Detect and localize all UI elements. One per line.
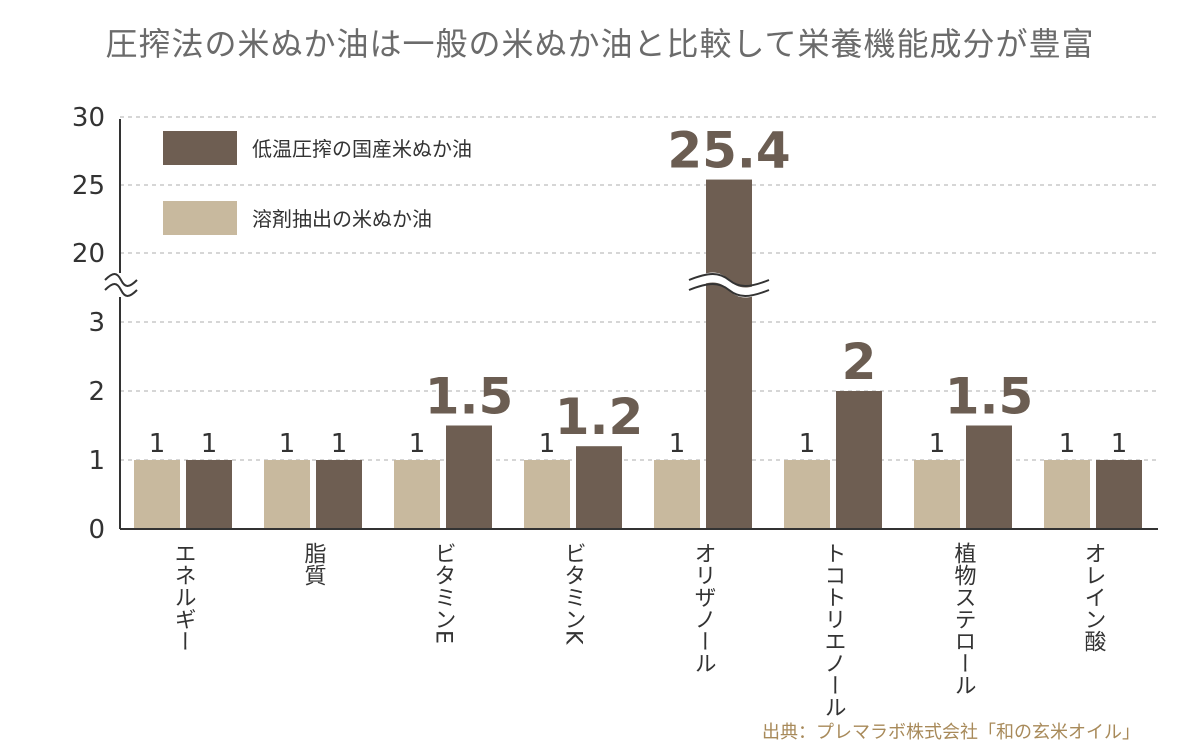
legend-swatch-solvent (163, 201, 237, 235)
source-note: 出典：プレマラボ株式会社「和の玄米オイル」 (762, 722, 1140, 743)
data-label-pressed: 1.5 (425, 368, 514, 426)
bar-pressed (706, 179, 752, 529)
data-label-solvent: 1 (279, 429, 296, 459)
bar-solvent (1044, 460, 1090, 529)
bar-solvent (134, 460, 180, 529)
category-label: ビタミンE (431, 542, 456, 644)
legend-label-pressed: 低温圧搾の国産米ぬか油 (252, 137, 472, 161)
bar-break-wave (688, 283, 770, 297)
data-label-solvent: 1 (149, 429, 166, 459)
data-label-solvent: 1 (929, 429, 946, 459)
bars (134, 179, 1142, 529)
category-label: 脂質 (301, 542, 327, 586)
y-tick-label: 2 (88, 377, 105, 407)
y-tick-label: 20 (72, 239, 105, 269)
data-label-pressed: 1.5 (945, 368, 1034, 426)
data-label-pressed: 1 (331, 429, 348, 459)
bar-solvent (654, 460, 700, 529)
bar-pressed (836, 391, 882, 529)
axes (119, 119, 1158, 530)
bar-pressed (316, 460, 362, 529)
data-label-pressed: 1.2 (555, 388, 644, 446)
chart-title: 圧搾法の米ぬか油は一般の米ぬか油と比較して栄養機能成分が豊富 (105, 25, 1094, 63)
data-label-solvent: 1 (799, 429, 816, 459)
category-label: オリザノール (691, 542, 716, 674)
axis-break-mask (104, 275, 138, 295)
legend-swatch-pressed (163, 131, 237, 165)
y-tick-label: 0 (88, 515, 105, 545)
y-tick-label: 25 (72, 171, 105, 201)
data-label-solvent: 1 (409, 429, 426, 459)
data-label-pressed: 1 (1111, 429, 1128, 459)
legend-label-solvent: 溶剤抽出の米ぬか油 (252, 207, 432, 231)
bar-pressed (966, 425, 1012, 529)
bar-pressed (1096, 460, 1142, 529)
axis-break-wave (104, 283, 138, 297)
bar-pressed (446, 425, 492, 529)
category-label: 植物ステロール (951, 542, 977, 696)
category-label: ビタミンK (561, 542, 586, 645)
bar-solvent (914, 460, 960, 529)
data-label-pressed: 25.4 (667, 122, 790, 180)
bar-solvent (784, 460, 830, 529)
bar-solvent (394, 460, 440, 529)
category-label: トコトリエノール (821, 542, 846, 718)
bar-pressed (186, 460, 232, 529)
category-labels: エネルギー 脂質 ビタミンE ビタミンK オリザノール トコトリエノール 植物ステロール オレ… (171, 542, 1106, 718)
bar-break-mask (689, 272, 769, 298)
data-label-solvent: 1 (669, 429, 686, 459)
bar-pressed (576, 446, 622, 529)
bar-break-wave (688, 273, 770, 287)
axis-break-marks (104, 272, 770, 298)
axis-break-wave (104, 273, 138, 287)
category-label: エネルギー (171, 542, 196, 652)
y-axis-ticks: 0 1 2 3 20 25 30 (72, 103, 105, 545)
y-tick-label: 30 (72, 103, 105, 133)
y-tick-label: 1 (88, 446, 105, 476)
data-label-solvent: 1 (1059, 429, 1076, 459)
data-label-pressed: 1 (201, 429, 218, 459)
legend: 低温圧搾の国産米ぬか油 溶剤抽出の米ぬか油 (163, 131, 472, 235)
bar-solvent (524, 460, 570, 529)
bar-solvent (264, 460, 310, 529)
category-label: オレイン酸 (1081, 542, 1106, 652)
y-tick-label: 3 (88, 308, 105, 338)
data-label-pressed: 2 (842, 333, 877, 391)
data-label-solvent: 1 (539, 429, 556, 459)
